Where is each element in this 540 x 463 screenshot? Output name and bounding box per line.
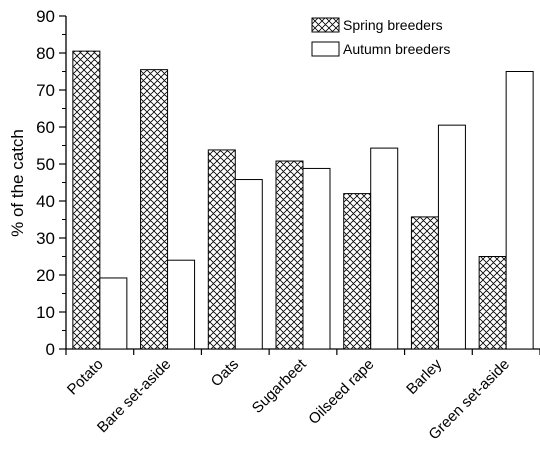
y-tick-label: 80	[36, 44, 55, 63]
y-tick-label: 10	[36, 303, 55, 322]
x-category-label: Barley	[403, 355, 445, 397]
legend: Spring breeders Autumn breeders	[311, 17, 450, 57]
y-axis-title: % of the catch	[8, 129, 27, 237]
bar-spring	[410, 216, 439, 350]
bar-spring	[140, 69, 169, 350]
legend-label: Spring breeders	[343, 17, 443, 33]
bar-autumn	[505, 71, 534, 350]
x-category-label: Oilseed rape	[305, 356, 377, 428]
bar-autumn	[167, 259, 196, 350]
bar-autumn	[234, 179, 263, 350]
legend-swatch	[311, 41, 340, 57]
bar-spring	[72, 50, 101, 350]
x-category-label: Oats	[208, 356, 242, 390]
bar-spring	[275, 160, 304, 350]
legend-label: Autumn breeders	[343, 41, 450, 57]
bar-autumn	[302, 167, 331, 350]
bar-spring	[207, 149, 236, 350]
y-tick-label: 30	[36, 229, 55, 248]
bars	[72, 50, 534, 350]
y-tick-label: 60	[36, 118, 55, 137]
y-tick-label: 90	[36, 7, 55, 26]
y-tick-label: 50	[36, 155, 55, 174]
y-tick-label: 70	[36, 81, 55, 100]
x-category-label: Sugarbeet	[249, 355, 311, 417]
bar-spring	[478, 256, 507, 350]
legend-swatch	[311, 17, 340, 33]
x-category-label: Potato	[64, 356, 107, 399]
bar-autumn	[99, 277, 128, 350]
bar-spring	[343, 193, 372, 350]
y-tick-label: 40	[36, 192, 55, 211]
y-tick-label: 20	[36, 266, 55, 285]
bar-autumn	[437, 124, 466, 350]
bar-autumn	[370, 147, 399, 350]
y-tick-label: 0	[46, 340, 55, 359]
